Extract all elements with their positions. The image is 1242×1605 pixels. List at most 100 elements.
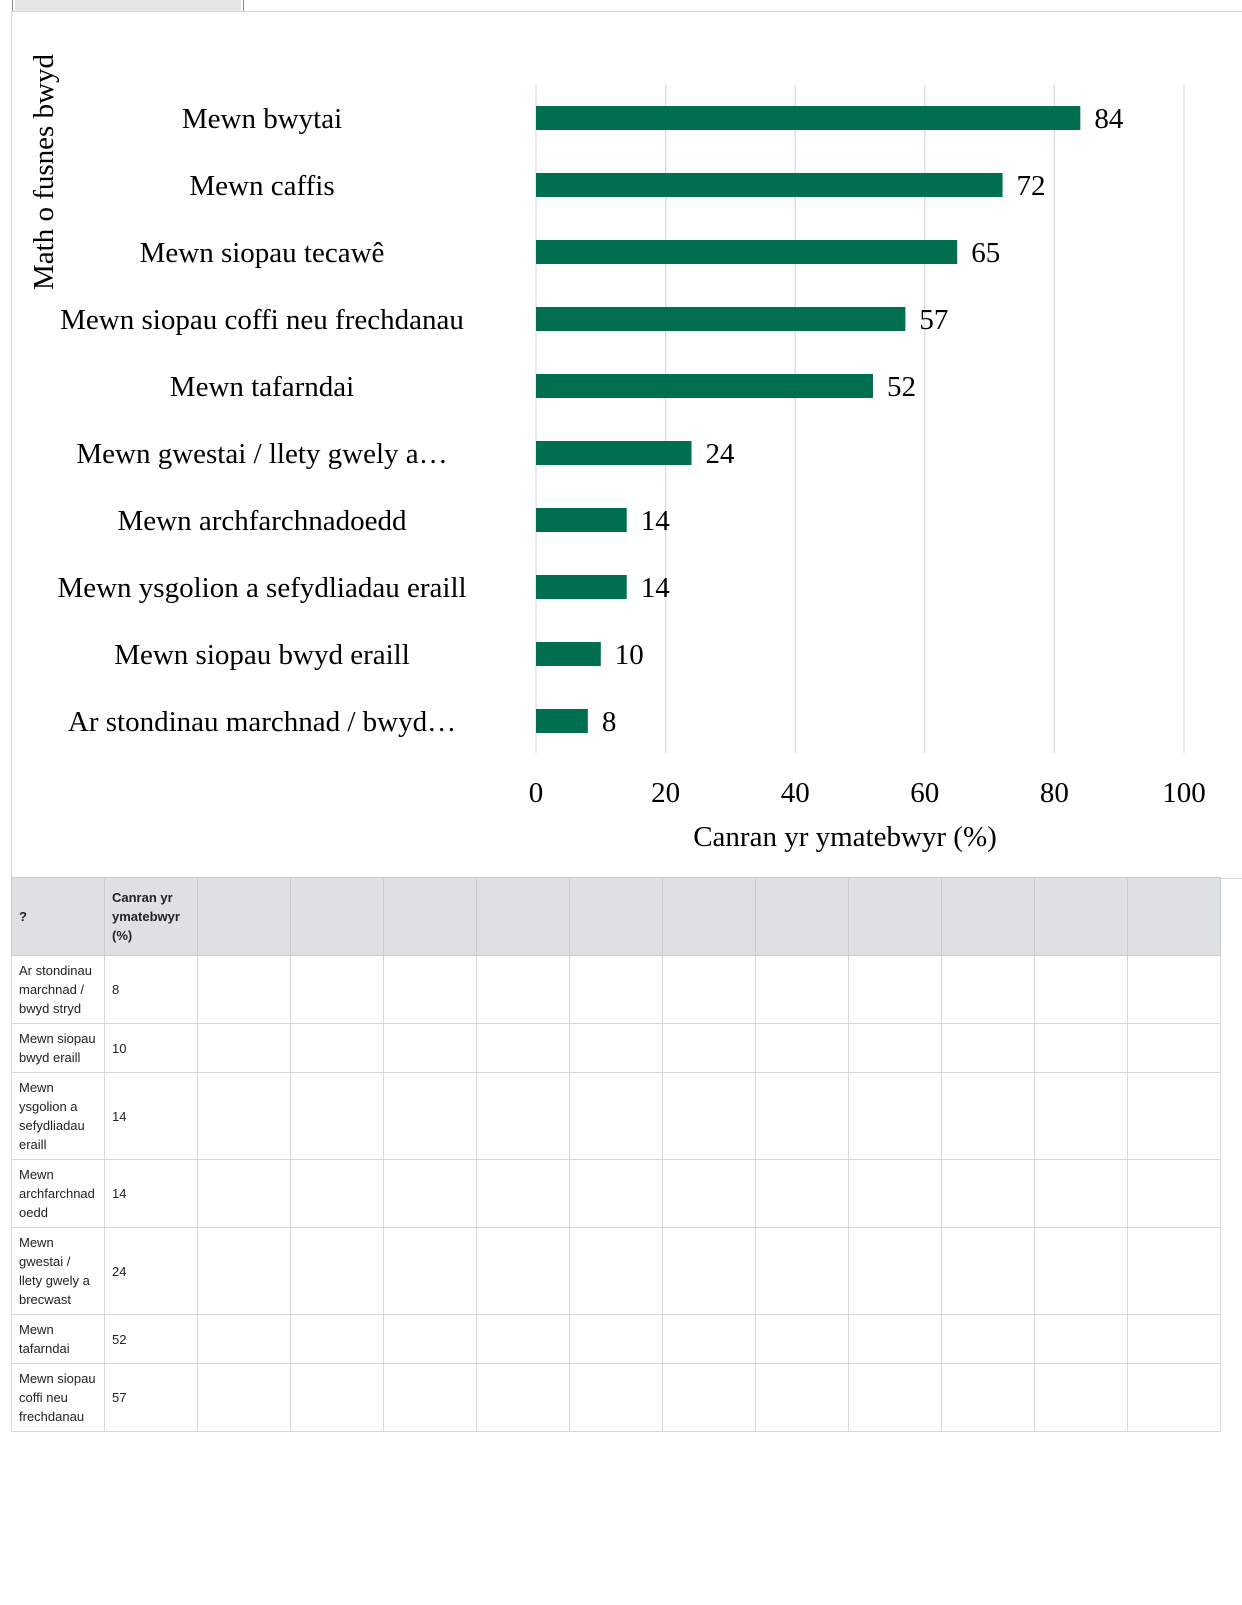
table-empty-cell <box>1127 1023 1221 1073</box>
table-empty-cell <box>383 1227 477 1315</box>
bar <box>536 173 1003 197</box>
x-axis-title: Canran yr ymatebwyr (%) <box>693 821 997 853</box>
table-empty-cell <box>941 955 1035 1024</box>
table-cell: 24 <box>104 1227 198 1315</box>
table-empty-cell <box>941 1363 1035 1432</box>
table-empty-cell <box>662 1314 756 1364</box>
table-empty-cell <box>476 1363 570 1432</box>
table-empty-cell <box>662 1363 756 1432</box>
data-label: 72 <box>1017 170 1046 202</box>
table-empty-cell <box>1034 955 1128 1024</box>
table-empty-cell <box>662 1023 756 1073</box>
category-label: Mewn gwestai / llety gwely a… <box>76 438 447 470</box>
table-empty-cell <box>569 1363 663 1432</box>
table-empty-cell <box>569 955 663 1024</box>
bar <box>536 307 906 331</box>
bar <box>536 575 627 599</box>
table-cell: Ar stondinau marchnad / bwyd stryd <box>11 955 105 1024</box>
table-empty-cell <box>290 1023 384 1073</box>
category-label: Mewn siopau coffi neu frechdanau <box>60 304 464 336</box>
table-empty-cell <box>1034 1023 1128 1073</box>
x-tick-label: 100 <box>1162 777 1206 809</box>
bar-chart: Mewn bwytai Mewn caffis Mewn siopau tecawê… <box>28 54 1206 853</box>
table-header-empty <box>197 877 291 956</box>
table-empty-cell <box>290 1363 384 1432</box>
data-label: 14 <box>641 572 671 604</box>
data-label: 10 <box>615 639 644 671</box>
y-axis-title: Math o fusnes bwyd <box>28 54 60 291</box>
table-header-empty <box>1034 877 1128 956</box>
x-tick-label: 20 <box>651 777 680 809</box>
table-empty-cell <box>1127 1159 1221 1228</box>
table-empty-cell <box>1034 1072 1128 1160</box>
category-label: Mewn ysgolion a sefydliadau eraill <box>57 572 466 604</box>
table-empty-cell <box>662 1072 756 1160</box>
table-empty-cell <box>476 1023 570 1073</box>
table-empty-cell <box>662 1159 756 1228</box>
table-header-empty <box>569 877 663 956</box>
table-cell: Mewn siopau coffi neu frechdanau <box>11 1363 105 1432</box>
bar <box>536 709 588 733</box>
table-cell: Mewn ysgolion a sefydliadau eraill <box>11 1072 105 1160</box>
table-cell: Mewn siopau bwyd eraill <box>11 1023 105 1073</box>
table-header-empty <box>476 877 570 956</box>
table-empty-cell <box>197 1072 291 1160</box>
x-tick-label: 0 <box>529 777 544 809</box>
table-empty-cell <box>755 1023 849 1073</box>
category-label: Mewn bwytai <box>182 103 342 135</box>
table-empty-cell <box>848 1159 942 1228</box>
table-empty-cell <box>662 955 756 1024</box>
table-header-empty <box>848 877 942 956</box>
table-cell: Mewn gwestai / llety gwely a brecwast <box>11 1227 105 1315</box>
table-empty-cell <box>197 955 291 1024</box>
table-empty-cell <box>197 1363 291 1432</box>
table-row: Mewn siopau bwyd eraill 10 <box>11 1023 1221 1073</box>
bar <box>536 508 627 532</box>
table-empty-cell <box>383 1023 477 1073</box>
table-empty-cell <box>569 1314 663 1364</box>
table-cell: 57 <box>104 1363 198 1432</box>
data-label: 8 <box>602 706 617 738</box>
table-cell: 14 <box>104 1072 198 1160</box>
table-empty-cell <box>755 955 849 1024</box>
table-empty-cell <box>941 1023 1035 1073</box>
table-cell: Mewn tafarndai <box>11 1314 105 1364</box>
table-empty-cell <box>1127 1227 1221 1315</box>
data-labels: 84 72 65 57 52 24 14 14 10 8 <box>602 103 1124 738</box>
table-empty-cell <box>755 1314 849 1364</box>
table-empty-cell <box>662 1227 756 1315</box>
table-header-cell: Canran yr ymatebwyr (%) <box>104 877 198 956</box>
table-row: Mewn siopau coffi neu frechdanau 57 <box>11 1363 1221 1432</box>
table-empty-cell <box>1127 1314 1221 1364</box>
table-empty-cell <box>569 1159 663 1228</box>
data-label: 84 <box>1094 103 1124 135</box>
table-empty-cell <box>197 1227 291 1315</box>
data-label: 52 <box>887 371 916 403</box>
table-empty-cell <box>569 1023 663 1073</box>
table-empty-cell <box>755 1363 849 1432</box>
table-header-empty <box>755 877 849 956</box>
table-empty-cell <box>290 1314 384 1364</box>
table-header-empty <box>1127 877 1221 956</box>
table-row: Mewn ysgolion a sefydliadau eraill 14 <box>11 1072 1221 1160</box>
table-row: Mewn gwestai / llety gwely a brecwast 24 <box>11 1227 1221 1315</box>
table-empty-cell <box>290 1072 384 1160</box>
bar <box>536 374 873 398</box>
table-header-empty <box>941 877 1035 956</box>
bar <box>536 642 601 666</box>
table-empty-cell <box>848 1227 942 1315</box>
category-label: Mewn siopau tecawê <box>140 237 385 269</box>
table-empty-cell <box>197 1314 291 1364</box>
table-empty-cell <box>197 1159 291 1228</box>
table-empty-cell <box>1034 1159 1128 1228</box>
table-empty-cell <box>383 1363 477 1432</box>
table-empty-cell <box>290 955 384 1024</box>
bar <box>536 441 692 465</box>
table-empty-cell <box>476 1072 570 1160</box>
table-empty-cell <box>383 1072 477 1160</box>
table-header-cell: ? <box>11 877 105 956</box>
category-label: Mewn siopau bwyd eraill <box>114 639 410 671</box>
table-row: Mewn archfarchnadoedd 14 <box>11 1159 1221 1228</box>
table-empty-cell <box>848 1072 942 1160</box>
category-label: Ar stondinau marchnad / bwyd… <box>68 706 456 738</box>
